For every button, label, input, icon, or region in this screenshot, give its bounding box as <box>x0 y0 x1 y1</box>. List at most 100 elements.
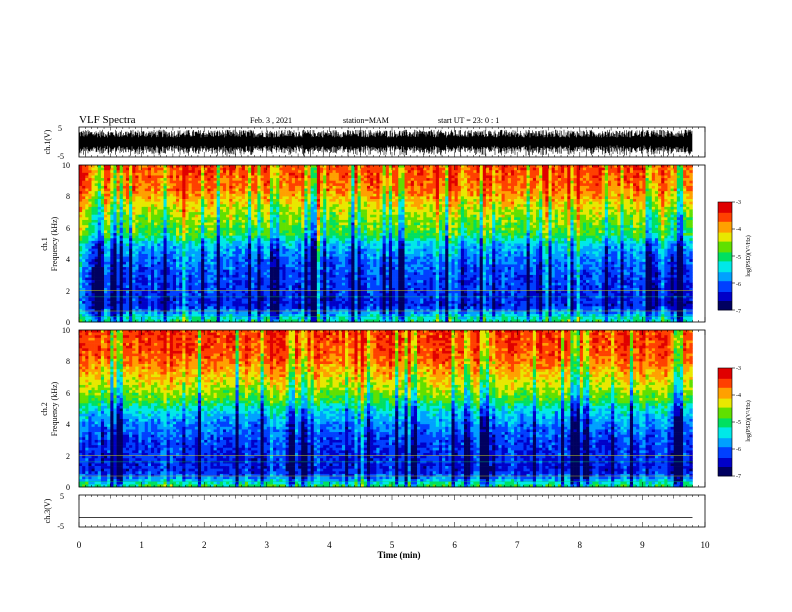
spectrogram-cell <box>576 183 581 187</box>
spectrogram-cell <box>448 225 452 229</box>
spectrogram-cell <box>257 227 261 231</box>
spectrogram-cell <box>529 204 534 208</box>
spectrogram-cell <box>119 170 124 174</box>
spectrogram-cell <box>304 199 308 202</box>
spectrogram-cell <box>251 191 255 195</box>
spectrogram-cell <box>160 217 164 221</box>
spectrogram-cell <box>185 222 189 226</box>
spectrogram-cell <box>495 172 499 176</box>
spectrogram-cell <box>138 204 142 208</box>
spectrogram-cell <box>82 212 86 216</box>
spectrogram-cell <box>304 178 308 181</box>
spectrogram-cell <box>482 217 487 221</box>
spectrogram-cell <box>648 206 653 210</box>
spectrogram-cell <box>545 204 549 208</box>
spectrogram-cell <box>273 217 277 221</box>
spectrogram-cell <box>366 175 371 179</box>
spectrogram-cell <box>545 212 549 216</box>
spectrogram-cell <box>248 196 252 200</box>
spectrogram-cell <box>141 217 146 221</box>
spectrogram-cell <box>564 178 568 181</box>
spectrogram-cell <box>420 201 424 205</box>
spectrogram-cell <box>79 196 83 200</box>
spectrogram-cell <box>182 191 186 195</box>
spectrogram-cell <box>132 172 136 176</box>
spectrogram-cell <box>589 191 593 195</box>
spectrogram-cell <box>417 209 421 213</box>
spectrogram-cell <box>232 222 236 226</box>
spectrogram-cell <box>135 172 139 176</box>
spectrogram-cell <box>304 214 308 218</box>
spectrogram-cell <box>354 222 358 226</box>
spectrogram-cell <box>179 214 183 218</box>
spectrogram-cell <box>251 225 255 229</box>
spectrogram-cell <box>254 185 258 189</box>
spectrogram-cell <box>282 214 286 218</box>
spectrogram-cell <box>470 209 474 213</box>
spectrogram-cell <box>507 178 512 181</box>
spectrogram-cell <box>282 196 286 200</box>
spectrogram-cell <box>316 175 321 179</box>
spectrogram-cell <box>241 227 246 231</box>
spectrogram-cell <box>307 201 311 205</box>
spectrogram-cell <box>135 199 139 202</box>
spectrogram-cell <box>338 167 343 171</box>
spectrogram-cell <box>592 196 596 200</box>
spectrogram-cell <box>526 219 531 223</box>
spectrogram-cell <box>539 222 543 226</box>
spectrogram-cell <box>226 170 230 174</box>
spectrogram-cell <box>141 206 146 210</box>
spectrogram-cell <box>582 170 587 174</box>
spectrogram-cell <box>323 217 327 221</box>
spectrogram-cell <box>476 219 480 223</box>
spectrogram-cell <box>285 219 290 223</box>
spectrogram-cell <box>413 180 418 184</box>
spectrogram-cell <box>307 206 311 210</box>
spectrogram-cell <box>169 175 174 179</box>
spectrogram-cell <box>263 225 268 229</box>
spectrogram-cell <box>373 178 377 181</box>
spectrogram-cell <box>119 183 124 187</box>
spectrogram-cell <box>679 225 684 229</box>
spectrogram-cell <box>257 196 261 200</box>
spectrogram-cell <box>379 196 383 200</box>
spectrogram-cell <box>582 217 587 221</box>
spectrogram-cell <box>204 214 208 218</box>
spectrogram-cell <box>135 219 139 223</box>
spectrogram-cell <box>157 185 161 189</box>
spectrogram-cell <box>470 219 474 223</box>
spectrogram-cell <box>529 193 534 197</box>
spectrogram-cell <box>360 165 365 168</box>
spectrogram-cell <box>504 191 509 195</box>
spectrogram-cell <box>304 188 308 192</box>
spectrogram-cell <box>345 178 349 181</box>
spectrogram-cell <box>398 219 402 223</box>
spectrogram-cell <box>222 219 227 223</box>
spectrogram-cell <box>144 178 149 181</box>
spectrogram-cell <box>498 196 502 200</box>
spectrogram-cell <box>586 175 590 179</box>
spectrogram-cell <box>686 191 690 195</box>
spectrogram-cell <box>617 219 621 223</box>
spectrogram-cell <box>564 214 568 218</box>
spectrogram-cell <box>172 201 177 205</box>
spectrogram-cell <box>197 175 202 179</box>
spectrogram-cell <box>420 209 424 213</box>
spectrogram-cell <box>576 191 581 195</box>
spectrogram-cell <box>683 170 687 174</box>
spectrogram-cell <box>348 172 352 176</box>
spectrogram-cell <box>686 219 690 223</box>
spectrogram-cell <box>169 180 174 184</box>
spectrogram-cell <box>82 222 86 226</box>
spectrogram-cell <box>122 217 127 221</box>
spectrogram-cell <box>676 209 681 213</box>
spectrogram-cell <box>85 180 89 184</box>
spectrogram-cell <box>288 180 293 184</box>
spectrogram-cell <box>676 188 681 192</box>
spectrogram-cell <box>204 170 208 174</box>
spectrogram-cell <box>197 227 202 231</box>
spectrogram-cell <box>686 225 690 229</box>
spectrogram-cell <box>495 188 499 192</box>
spectrogram-cell <box>398 199 402 202</box>
spectrogram-cell <box>395 165 399 168</box>
